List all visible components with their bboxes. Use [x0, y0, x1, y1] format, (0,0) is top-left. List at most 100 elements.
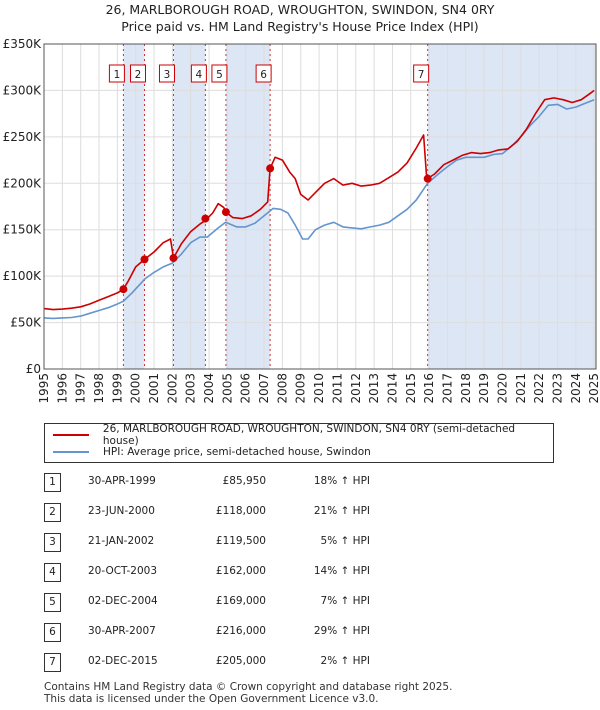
y-tick-label: £150K: [3, 223, 43, 237]
x-tick-label: 2009: [294, 373, 308, 404]
sale-number-badge: 5: [44, 593, 61, 612]
sale-row: 2 23-JUN-2000 £118,000 21% ↑ HPI: [44, 503, 374, 523]
legend-label-price: 26, MARLBOROUGH ROAD, WROUGHTON, SWINDON…: [102, 423, 516, 447]
sale-number-badge: 2: [44, 503, 61, 522]
y-tick-label: £350K: [3, 37, 43, 51]
x-tick-label: 2001: [147, 373, 161, 404]
sale-row: 4 20-OCT-2003 £162,000 14% ↑ HPI: [44, 563, 374, 583]
legend-item-price: 26, MARLBOROUGH ROAD, WROUGHTON, SWINDON…: [53, 423, 553, 447]
sale-number-label: 4: [196, 69, 203, 81]
sale-price: £216,000: [215, 625, 266, 637]
footer-licence: This data is licensed under the Open Gov…: [44, 693, 379, 705]
sale-point: [201, 214, 210, 223]
footer-copyright: Contains HM Land Registry data © Crown c…: [44, 681, 453, 693]
x-tick-label: 2004: [202, 373, 216, 404]
sale-number-badge: 6: [44, 623, 61, 642]
sale-date: 20-OCT-2003: [88, 565, 157, 577]
sale-number-box: [190, 64, 207, 83]
x-tick-label: 1999: [110, 373, 124, 404]
x-tick-label: 2005: [220, 373, 234, 404]
sale-number-box: [108, 64, 125, 83]
x-tick-label: 2013: [367, 373, 381, 404]
sale-price: £169,000: [215, 595, 266, 607]
legend-item-hpi: HPI: Average price, semi-detached house,…: [53, 444, 371, 460]
sale-number-badge: 4: [44, 563, 61, 582]
sale-point: [140, 255, 149, 264]
sale-hpi-diff: 2% ↑ HPI: [320, 655, 370, 667]
x-tick-label: 2024: [569, 373, 583, 404]
sale-price: £119,500: [215, 535, 266, 547]
x-tick-label: 2006: [239, 373, 253, 404]
sale-row: 7 02-DEC-2015 £205,000 2% ↑ HPI: [44, 653, 374, 673]
shaded-span: [173, 44, 206, 369]
sale-date: 30-APR-1999: [88, 475, 156, 487]
y-tick-label: £200K: [3, 176, 43, 190]
sale-number-label: 1: [114, 69, 121, 81]
sale-number-label: 7: [418, 69, 425, 81]
sale-point: [221, 208, 230, 217]
x-tick-label: 2022: [532, 373, 546, 404]
sale-point: [119, 285, 128, 294]
price-chart: 1 2 3 4 5 6 7 £0 £50K £100K £150K £200K £250K £300K £3…: [3, 37, 600, 404]
hpi-line: [43, 98, 595, 320]
x-tick-label: 2003: [184, 373, 198, 404]
x-tick-label: 2017: [440, 373, 454, 404]
x-tick-label: 2021: [514, 373, 528, 404]
x-tick-label: 2007: [257, 373, 271, 404]
x-tick-label: 2016: [422, 373, 436, 404]
x-tick-label: 2010: [312, 373, 326, 404]
chart-title: 26, MARLBOROUGH ROAD, WROUGHTON, SWINDON…: [105, 2, 495, 17]
sale-hpi-diff: 5% ↑ HPI: [320, 535, 370, 547]
sale-point: [169, 254, 178, 263]
x-tick-label: 1995: [37, 373, 51, 404]
sale-hpi-diff: 18% ↑ HPI: [313, 475, 370, 487]
x-tick-label: 1998: [92, 373, 106, 404]
sale-number-box: [129, 64, 146, 83]
sale-point: [423, 174, 432, 183]
sale-hpi-diff: 21% ↑ HPI: [313, 505, 370, 517]
sale-number-label: 3: [164, 69, 171, 81]
shaded-span: [427, 44, 596, 369]
sale-number-label: 2: [135, 69, 142, 81]
x-tick-label: 2019: [477, 373, 491, 404]
sale-number-label: 5: [216, 69, 223, 81]
sale-number-box: [211, 64, 228, 83]
sale-row: 3 21-JAN-2002 £119,500 5% ↑ HPI: [44, 533, 374, 553]
x-tick-label: 2018: [459, 373, 473, 404]
sale-date: 02-DEC-2004: [88, 595, 158, 607]
sale-number-box: [255, 64, 272, 83]
y-tick-label: £250K: [3, 130, 43, 144]
sale-number-box: [158, 64, 175, 83]
sale-date: 21-JAN-2002: [88, 535, 155, 547]
x-tick-label: 2014: [385, 373, 399, 404]
sale-number-label: 6: [260, 69, 267, 81]
legend-swatch-hpi: [53, 451, 89, 453]
sale-number-badge: 7: [44, 653, 61, 672]
sale-row: 1 30-APR-1999 £85,950 18% ↑ HPI: [44, 473, 374, 493]
x-tick-label: 2011: [330, 373, 344, 404]
chart-legend: 26, MARLBOROUGH ROAD, WROUGHTON, SWINDON…: [44, 423, 554, 463]
sale-date: 02-DEC-2015: [88, 655, 158, 667]
x-tick-label: 2023: [550, 373, 564, 404]
sale-date: 30-APR-2007: [88, 625, 156, 637]
shaded-span: [123, 44, 145, 369]
legend-swatch-price: [53, 434, 89, 436]
y-tick-label: £100K: [3, 269, 43, 283]
x-tick-label: 2015: [404, 373, 418, 404]
x-tick-label: 1996: [55, 373, 69, 404]
sale-hpi-diff: 29% ↑ HPI: [313, 625, 370, 637]
y-tick-label: £300K: [3, 83, 43, 97]
x-tick-label: 2008: [275, 373, 289, 404]
sale-row: 5 02-DEC-2004 £169,000 7% ↑ HPI: [44, 593, 374, 613]
sale-hpi-diff: 14% ↑ HPI: [313, 565, 370, 577]
x-tick-label: 2012: [349, 373, 363, 404]
sale-number-badge: 3: [44, 533, 61, 552]
plot-frame: [43, 43, 597, 370]
sale-price: £85,950: [222, 475, 266, 487]
x-tick-label: 1997: [74, 373, 88, 404]
sale-number-badge: 1: [44, 473, 61, 492]
legend-label-hpi: HPI: Average price, semi-detached house,…: [103, 446, 371, 458]
sale-price: £118,000: [215, 505, 266, 517]
sale-hpi-diff: 7% ↑ HPI: [320, 595, 370, 607]
chart-subtitle: Price paid vs. HM Land Registry's House …: [121, 19, 479, 34]
